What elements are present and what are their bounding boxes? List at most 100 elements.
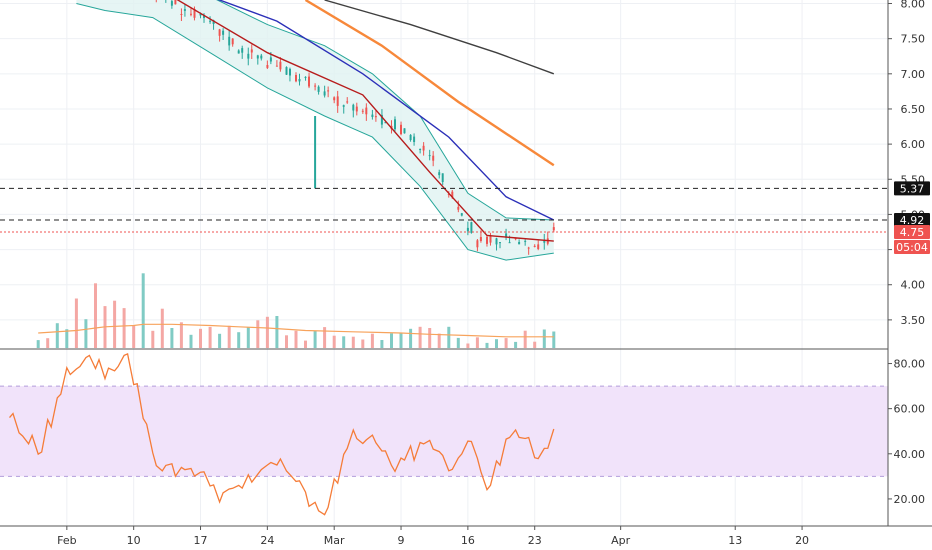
candle-body [209, 20, 212, 22]
rsi-tick-label: 60.00 [894, 403, 926, 416]
candle-body [247, 53, 250, 59]
candle-body [394, 119, 396, 130]
candle-body [403, 128, 406, 134]
volume-bar [304, 340, 307, 348]
candle-body [199, 13, 202, 16]
candle-body [289, 68, 291, 76]
candle-body [527, 247, 530, 249]
candle-body [374, 116, 377, 118]
volume-bar [466, 343, 470, 348]
candle-body [552, 227, 555, 231]
candle-body [241, 48, 244, 53]
volume-bar [208, 326, 212, 348]
volume-moving-average [38, 323, 554, 338]
volume-bar [84, 319, 88, 348]
candle-body [422, 145, 425, 151]
volume-bar [265, 316, 269, 348]
volume-bar [141, 273, 145, 348]
candle-body [269, 57, 272, 62]
volume-bar [456, 337, 460, 348]
volume-bar [246, 327, 250, 348]
candle-body [533, 245, 536, 247]
volume-bars [36, 273, 556, 348]
candle-body [505, 233, 508, 238]
candle-body [486, 236, 488, 244]
candle-body [371, 114, 374, 117]
x-tick-label: 20 [795, 534, 809, 547]
volume-bar [342, 336, 346, 348]
volume-bar [313, 330, 317, 348]
candle-body [228, 36, 231, 46]
candle-body [419, 149, 422, 150]
candle-body [447, 194, 450, 195]
candle-body [174, 0, 177, 5]
rsi-tick-label: 20.00 [894, 493, 926, 506]
candle-body [380, 114, 383, 125]
volume-bar [199, 328, 202, 348]
candle-body [451, 191, 454, 198]
candle-body [518, 242, 521, 245]
x-tick-label: 23 [528, 534, 542, 547]
candle-body [170, 1, 173, 6]
volume-bar [542, 329, 546, 348]
x-tick-label: 16 [461, 534, 475, 547]
volume-bar [237, 332, 241, 348]
volume-bar [46, 338, 50, 348]
candle-body [479, 237, 482, 241]
candle-body [231, 38, 234, 45]
y-tick-label: 7.50 [901, 33, 926, 46]
candle-body [346, 101, 349, 103]
candle-body [355, 106, 358, 112]
candle-body [342, 105, 345, 107]
volume-bar [256, 320, 260, 348]
volume-bar [418, 326, 422, 348]
price-level-badge [894, 225, 930, 239]
candle-body [495, 238, 498, 245]
candle-body [524, 240, 527, 242]
volume-bar [113, 300, 117, 348]
candle-body [256, 55, 259, 59]
candle-body [250, 49, 253, 53]
candle-body [499, 242, 501, 244]
right-axis: 8.007.507.006.506.005.505.004.504.003.50… [887, 0, 932, 550]
candle-body [304, 76, 307, 78]
volume-bar [351, 336, 355, 348]
candle-body [218, 29, 221, 36]
candle-body [314, 85, 317, 87]
volume-bar [495, 339, 498, 348]
candle-body [365, 107, 368, 115]
candle-body [323, 91, 326, 96]
candle-body [409, 134, 412, 140]
candle-body [203, 14, 205, 18]
price-level-label: 4.92 [900, 214, 925, 227]
candle-body [180, 14, 183, 15]
candle-body [222, 30, 225, 35]
volume-bar [409, 328, 413, 348]
rsi-band-fill [0, 386, 888, 477]
x-tick-label: 10 [127, 534, 141, 547]
candle-body [193, 9, 196, 18]
candle-body [508, 242, 511, 244]
volume-bar [447, 326, 451, 348]
volume-bar [151, 330, 155, 348]
candle-body [413, 136, 416, 142]
x-tick-label: 9 [398, 534, 405, 547]
volume-bar [437, 333, 441, 348]
candle-body [428, 155, 431, 157]
candle-body [336, 96, 339, 106]
price-level-label: 5.37 [900, 182, 925, 195]
bollinger-lower-line [76, 3, 554, 261]
volume-bar [390, 333, 393, 348]
candle-body [317, 86, 320, 92]
y-tick-label: 6.50 [901, 103, 926, 116]
price-levels [0, 187, 888, 233]
rsi-panel [0, 348, 932, 516]
x-tick-label: 17 [194, 534, 208, 547]
candle-body [361, 110, 364, 112]
candle-body [537, 244, 540, 249]
volume-bar [514, 341, 518, 348]
volume-bar [218, 333, 222, 348]
price-level-label: 4.75 [900, 226, 925, 239]
volume-bar [94, 283, 97, 348]
